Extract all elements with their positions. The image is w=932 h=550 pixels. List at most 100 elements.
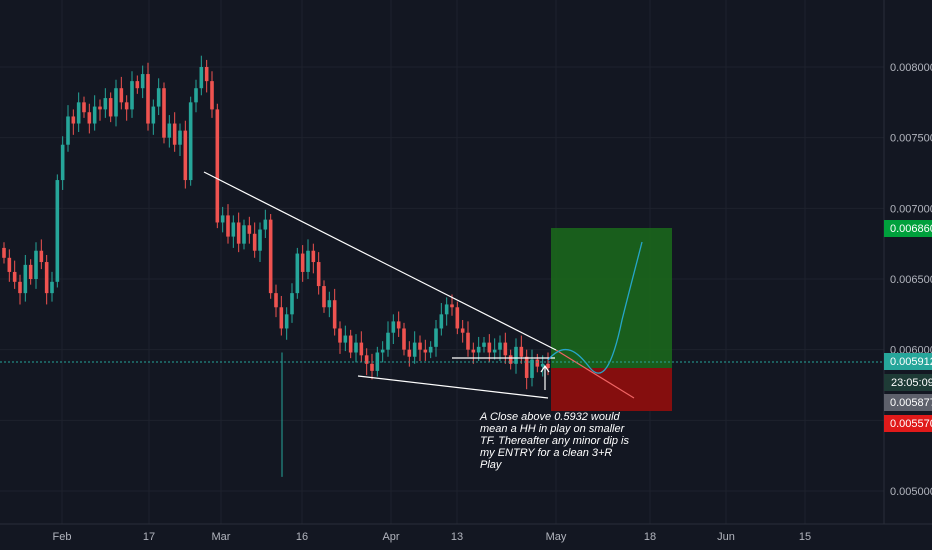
x-tick-label: Apr	[382, 531, 399, 543]
trade-annotation[interactable]: A Close above 0.5932 would mean a HH in …	[480, 411, 629, 471]
candle-body	[455, 307, 460, 329]
candle-body	[274, 293, 278, 308]
profit-zone[interactable]	[551, 228, 672, 368]
x-tick-label: Jun	[717, 531, 735, 543]
candle-body	[247, 225, 252, 234]
candle-body	[60, 144, 65, 181]
price-axis[interactable]: 0.0080000.0075000.0070000.0065000.006000…	[890, 62, 932, 498]
candle-body	[124, 102, 129, 110]
candle-body	[412, 342, 417, 357]
candle-body	[386, 332, 390, 350]
candle-body	[503, 342, 508, 356]
candle-body	[306, 250, 310, 272]
candle-body	[156, 88, 161, 107]
x-tick-label: 15	[799, 531, 811, 543]
current-price-tag: 0.005912	[884, 353, 932, 370]
candle-body	[354, 342, 358, 353]
candle-body	[295, 253, 300, 294]
candle-body	[476, 346, 481, 353]
candle-body	[39, 250, 44, 263]
candle-body	[66, 116, 70, 145]
candle-body	[444, 304, 449, 315]
candle-body	[199, 67, 204, 89]
candle-body	[508, 355, 513, 364]
projected-path[interactable]	[547, 241, 643, 374]
x-tick-label: May	[546, 531, 567, 543]
entry-price-tag: 0.005877	[884, 394, 932, 411]
candle-body	[119, 88, 124, 103]
loss-zone[interactable]	[551, 368, 672, 411]
grid	[0, 0, 884, 524]
candle-body	[284, 314, 289, 329]
candle-body	[194, 88, 198, 103]
candle-body	[204, 67, 209, 82]
upper-trendline[interactable]	[203, 171, 557, 351]
candle-body	[50, 281, 54, 294]
x-tick-label: Mar	[212, 531, 231, 543]
candle-body	[34, 250, 38, 279]
lower-trendline[interactable]	[357, 375, 549, 399]
y-tick-label: 0.005000	[890, 486, 932, 498]
candle-body	[343, 335, 348, 343]
candle-body	[135, 81, 140, 89]
svg-text:0.006860: 0.006860	[890, 223, 932, 235]
candle-body	[140, 74, 145, 89]
candle-body	[162, 88, 166, 138]
candle-body	[290, 293, 294, 315]
candle-body	[359, 342, 364, 356]
candle-body	[460, 328, 465, 333]
candle-body	[18, 281, 22, 294]
candle-body	[348, 335, 353, 353]
candle-body	[172, 123, 177, 145]
candle-body	[98, 106, 102, 110]
candle-body	[268, 219, 273, 294]
candle-body	[28, 264, 33, 279]
candle-body	[338, 328, 342, 343]
target-price-tag: 0.006860	[884, 220, 932, 237]
candle-body	[450, 304, 454, 308]
projection-line[interactable]	[555, 349, 635, 399]
x-tick-label: 17	[143, 531, 155, 543]
candle-body	[380, 349, 385, 353]
candle-body	[418, 342, 422, 350]
candle-body	[236, 222, 241, 244]
candle-body	[231, 222, 236, 237]
candle-body	[146, 74, 150, 124]
y-tick-label: 0.008000	[890, 62, 932, 74]
candle-body	[471, 349, 476, 353]
candle-body	[300, 253, 305, 272]
candle-body	[71, 116, 76, 124]
candle-body	[514, 346, 518, 364]
candle-body	[220, 215, 225, 223]
candle-body	[524, 356, 529, 378]
candle-body	[55, 180, 60, 282]
svg-text:0.005570: 0.005570	[890, 418, 932, 430]
candle-body	[492, 349, 497, 353]
y-tick-label: 0.007000	[890, 203, 932, 215]
svg-text:23:05:09: 23:05:09	[891, 377, 932, 389]
candle-body	[391, 321, 396, 333]
candle-body	[87, 112, 92, 124]
candle-body	[487, 342, 492, 353]
candle-body	[434, 328, 438, 347]
candle-body	[2, 247, 6, 258]
stop-price-tag: 0.005570	[884, 415, 932, 432]
candle-body	[311, 250, 316, 263]
y-tick-label: 0.006500	[890, 274, 932, 286]
candle-body	[226, 215, 230, 237]
candle-body	[396, 321, 401, 329]
candle-body	[482, 342, 486, 347]
candle-body	[466, 332, 470, 350]
y-tick-label: 0.007500	[890, 133, 932, 145]
candle-body	[215, 109, 220, 223]
candle-body	[188, 102, 193, 181]
candle-body	[370, 363, 374, 371]
time-axis[interactable]: Feb 17 Mar 16 Apr 13 May 18 Jun 15	[53, 531, 812, 543]
candle-body	[258, 229, 262, 251]
candle-body	[242, 225, 246, 244]
candle-body	[530, 359, 534, 378]
candles	[2, 55, 550, 477]
arrow-up-icon	[540, 364, 550, 390]
candle-body	[498, 342, 502, 350]
